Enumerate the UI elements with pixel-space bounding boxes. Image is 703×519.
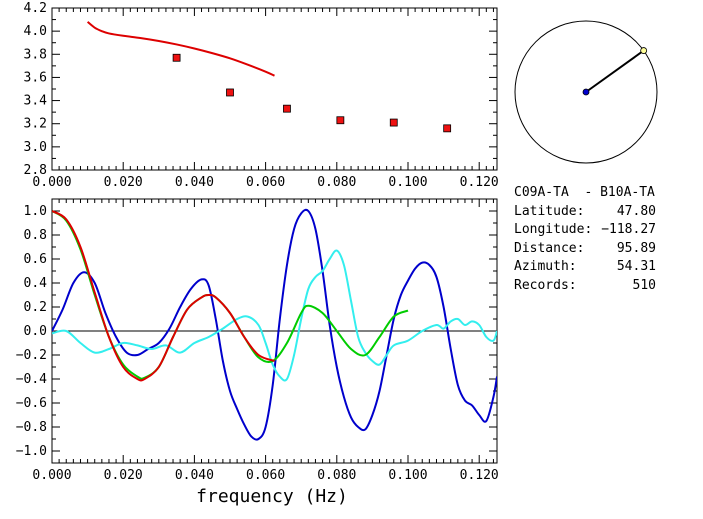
y-tick-label: −0.6 <box>16 396 47 411</box>
info-row-azimuth: Azimuth: 54.31 <box>514 258 699 277</box>
x-tick-label: 0.020 <box>104 468 143 483</box>
series-line <box>52 210 409 380</box>
data-point-marker <box>283 104 291 113</box>
series-line <box>52 208 497 441</box>
x-tick-label: 0.120 <box>460 468 499 483</box>
x-tick-label: 0.040 <box>175 175 214 190</box>
station-end-marker <box>640 47 648 54</box>
data-point-marker <box>443 124 452 133</box>
y-tick-label: 3.0 <box>24 140 47 155</box>
y-tick-label: 1.0 <box>24 204 47 219</box>
x-tick-label: 0.000 <box>32 468 71 483</box>
x-tick-label: 0.100 <box>388 175 427 190</box>
y-tick-label: 4.2 <box>24 1 47 16</box>
data-point-marker <box>226 88 234 97</box>
y-tick-label: 0.8 <box>24 228 47 243</box>
y-tick-label: 0.4 <box>24 276 48 291</box>
azimuth-circle <box>514 20 658 164</box>
plot-frame <box>51 7 498 171</box>
y-tick-label: 3.4 <box>24 94 48 109</box>
x-tick-label: 0.080 <box>317 468 356 483</box>
info-label: Records: <box>514 277 577 293</box>
y-tick-label: 0.6 <box>24 252 47 267</box>
x-tick-label: 0.120 <box>460 175 499 190</box>
info-row-distance: Distance: 95.89 <box>514 240 699 259</box>
x-tick-label: 0.040 <box>175 468 214 483</box>
y-tick-label: 0.0 <box>24 324 47 339</box>
info-row-records: Records: 510 <box>514 277 699 296</box>
dispersion-chart: 0.000 0.020 0.040 0.060 0.080 0.100 0.120 2.8 3.… <box>24 1 499 190</box>
y-tick-label: 3.6 <box>24 70 47 85</box>
info-label: Azimuth: <box>514 259 577 274</box>
data-point-marker <box>389 118 398 127</box>
data-point-marker <box>336 116 345 125</box>
info-label: Latitude: <box>514 203 585 219</box>
y-tick-label: −0.8 <box>16 420 47 435</box>
series-line <box>52 249 497 382</box>
station-pair-label: C09A-TA - B10A-TA <box>514 185 655 200</box>
station-center-marker <box>582 88 590 96</box>
y-tick-label: 4.0 <box>24 24 47 39</box>
y-tick-label: 3.2 <box>24 117 47 132</box>
y-tick-label: 0.2 <box>24 300 47 315</box>
azimuth-diagram <box>514 20 658 164</box>
info-value: 54.31 <box>616 259 656 274</box>
station-info-panel: C09A-TA - B10A-TA Latitude: 47.80 Longitud… <box>514 184 699 295</box>
x-tick-label: 0.080 <box>317 175 356 190</box>
info-label: Longitude: <box>514 222 593 237</box>
info-value: 47.80 <box>616 203 656 219</box>
series-line <box>86 21 275 77</box>
x-tick-label: 0.020 <box>104 175 143 190</box>
info-label: Distance: <box>514 240 585 256</box>
info-value: 510 <box>632 277 656 293</box>
x-tick-label: 0.060 <box>246 175 285 190</box>
info-value: −118.27 <box>601 222 656 237</box>
info-row-latitude: Latitude: 47.80 <box>514 203 699 222</box>
x-axis-title: frequency (Hz) <box>196 486 348 507</box>
x-tick-label: 0.060 <box>246 468 285 483</box>
series-line <box>52 210 275 382</box>
correlation-chart: 0.000 0.020 0.040 0.060 0.080 0.100 0.120 1.0 0.… <box>16 198 499 483</box>
y-tick-label: −0.4 <box>16 372 47 387</box>
x-tick-label: 0.100 <box>388 468 427 483</box>
y-tick-label: −1.0 <box>16 444 47 459</box>
y-tick-label: −0.2 <box>16 348 47 363</box>
x-tick-label: 0.000 <box>32 175 71 190</box>
y-tick-label: 2.8 <box>24 163 47 178</box>
info-value: 95.89 <box>616 240 656 256</box>
azimuth-line <box>585 49 645 93</box>
info-row-longitude: Longitude: −118.27 <box>514 221 699 240</box>
data-point-marker <box>172 53 181 62</box>
y-tick-label: 3.8 <box>24 47 47 62</box>
